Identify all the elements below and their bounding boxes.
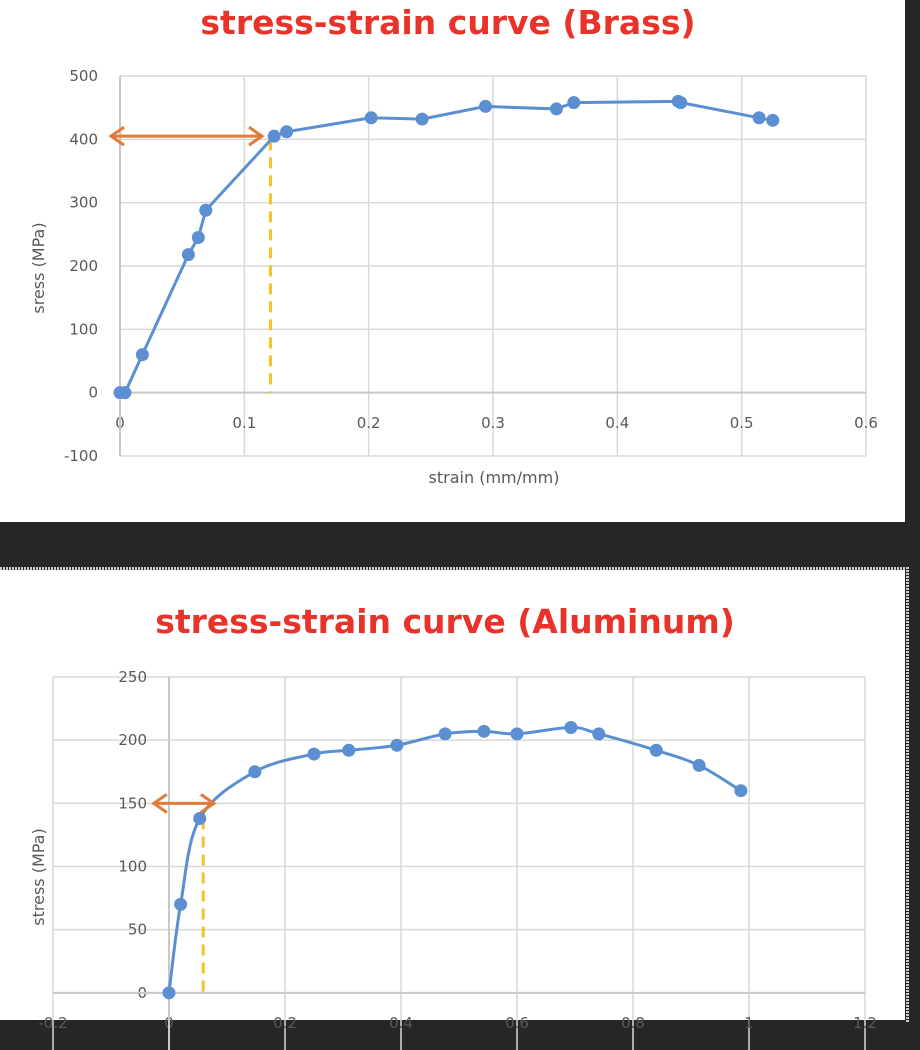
brass-x-tick: 0.3 [481, 414, 505, 432]
aluminum-data-point [193, 811, 207, 825]
aluminum-arrow-head-right [199, 793, 217, 814]
aluminum-data-point [174, 897, 188, 911]
brass-x-axis-label: strain (mm/mm) [429, 468, 560, 487]
brass-y-axis-label: sress (MPa) [29, 222, 48, 313]
aluminum-y-tick: 250 [118, 668, 147, 686]
aluminum-chart-panel [0, 570, 905, 1020]
aluminum-data-point [162, 986, 176, 1000]
aluminum-data-point [307, 747, 321, 761]
brass-y-tick: 500 [69, 67, 98, 85]
aluminum-x-tick: -0.2 [38, 1014, 67, 1032]
brass-data-point [415, 112, 429, 126]
aluminum-x-tick: 0.6 [505, 1014, 529, 1032]
brass-data-point [364, 111, 378, 125]
aluminum-data-point [477, 724, 491, 738]
aluminum-y-tick: 150 [118, 794, 147, 812]
aluminum-data-point [510, 727, 524, 741]
brass-y-tick: -100 [64, 447, 98, 465]
aluminum-chart-title: stress-strain curve (Aluminum) [155, 602, 735, 641]
brass-data-point [479, 99, 493, 113]
brass-x-tick: 0.6 [854, 414, 878, 432]
brass-data-point [135, 348, 149, 362]
brass-arrow-head-right [248, 125, 265, 147]
brass-x-tick: 0.1 [232, 414, 256, 432]
aluminum-data-point [390, 738, 404, 752]
aluminum-x-tick: 0.8 [621, 1014, 645, 1032]
brass-data-point [181, 248, 195, 262]
aluminum-x-tick: 0.2 [273, 1014, 297, 1032]
aluminum-y-tick: 200 [118, 731, 147, 749]
aluminum-data-point [438, 727, 452, 741]
brass-data-point [674, 96, 688, 110]
aluminum-data-point [592, 727, 606, 741]
aluminum-data-point [734, 784, 748, 798]
brass-series-line [120, 99, 774, 395]
aluminum-y-tick: 100 [118, 858, 147, 876]
aluminum-y-axis-label: stress (MPa) [29, 828, 48, 925]
brass-data-point [280, 125, 294, 139]
brass-chart-panel [0, 0, 905, 522]
aluminum-data-point [248, 765, 262, 779]
brass-data-point [118, 386, 132, 400]
brass-data-point [752, 111, 766, 125]
brass-data-point [191, 231, 205, 244]
brass-y-tick: 300 [69, 194, 98, 212]
aluminum-data-point [342, 743, 356, 757]
aluminum-data-point [692, 758, 706, 772]
aluminum-arrow-head-left [151, 793, 168, 814]
aluminum-y-tick: 50 [128, 921, 147, 939]
aluminum-x-tick: 1 [744, 1014, 754, 1032]
aluminum-x-tick: 1.2 [853, 1014, 877, 1032]
brass-x-tick: 0.5 [730, 414, 754, 432]
brass-data-point [766, 113, 780, 127]
aluminum-data-point [564, 721, 578, 735]
brass-data-point [267, 129, 281, 143]
brass-data-point [549, 102, 563, 116]
brass-chart-title: stress-strain curve (Brass) [200, 3, 695, 42]
brass-y-tick: 0 [88, 384, 98, 402]
brass-x-tick: 0.4 [605, 414, 629, 432]
brass-y-tick: 200 [69, 257, 98, 275]
brass-data-point [199, 203, 213, 217]
selection-border-top [0, 567, 908, 570]
selection-border-right [906, 567, 909, 1022]
brass-arrow-head-left [108, 125, 125, 147]
brass-y-tick: 400 [69, 130, 98, 148]
brass-data-point [567, 96, 581, 110]
brass-x-tick: 0.2 [357, 414, 381, 432]
aluminum-data-point [649, 743, 663, 757]
brass-y-tick: 100 [69, 320, 98, 338]
aluminum-x-tick: 0.4 [389, 1014, 413, 1032]
